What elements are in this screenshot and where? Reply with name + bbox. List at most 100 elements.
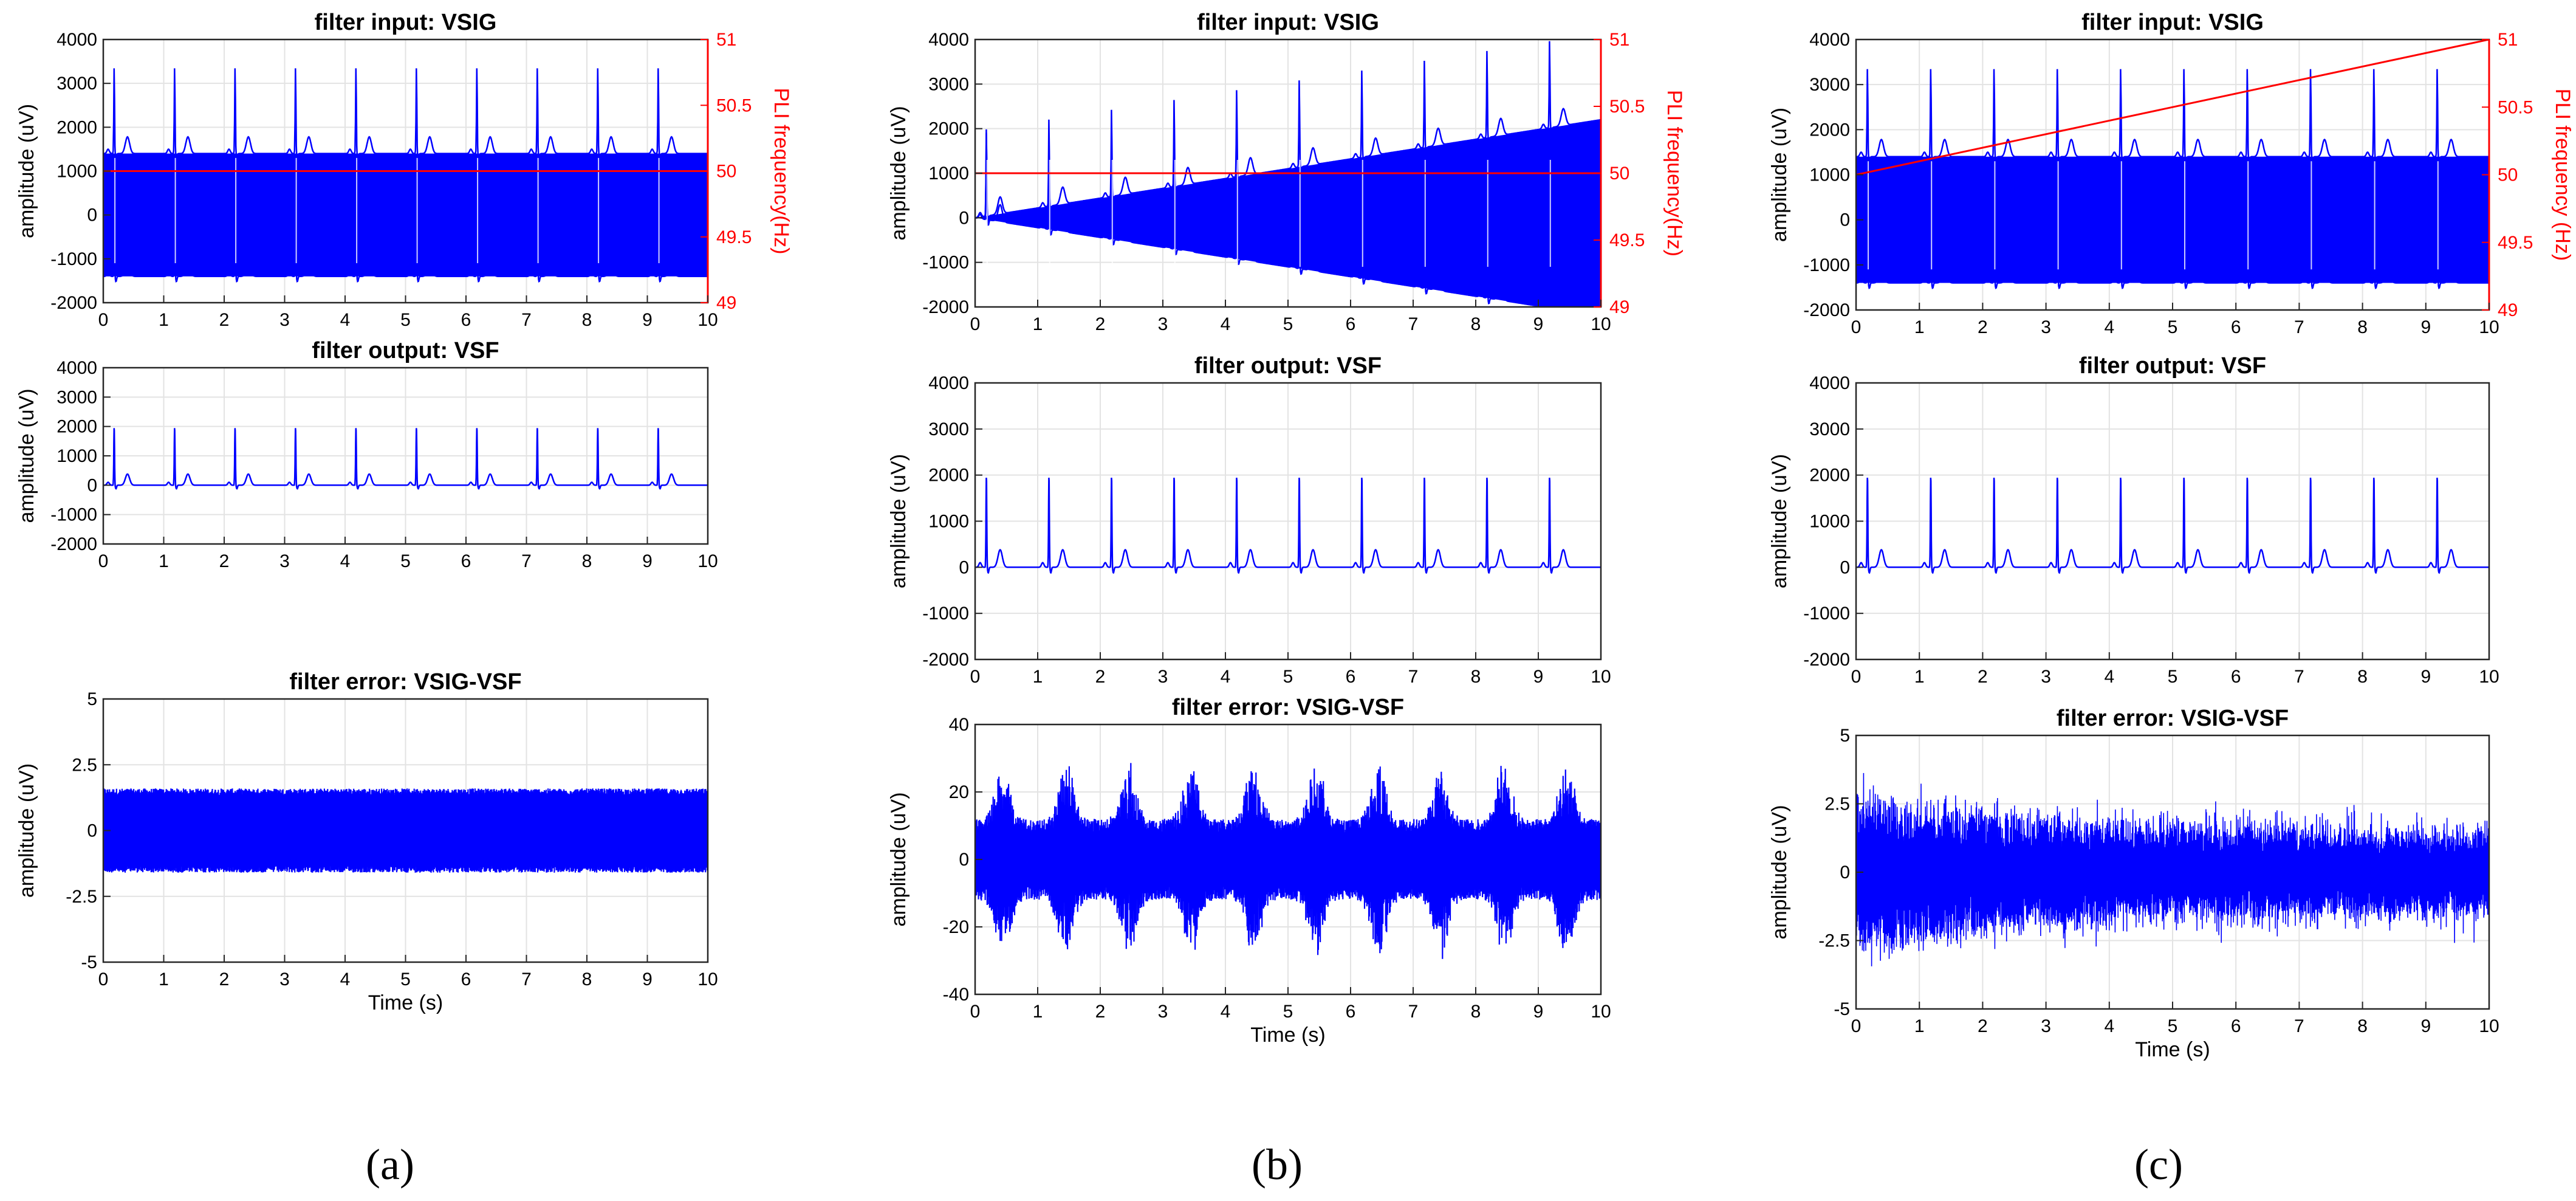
y-tick-label: -1000 — [1803, 255, 1850, 275]
y-tick-label: 2000 — [1809, 120, 1850, 140]
subplot-title: filter error: VSIG-VSF — [1172, 695, 1404, 720]
y2-tick-label: 49.5 — [1609, 230, 1645, 250]
y-axis-label: amplitude (uV) — [15, 388, 38, 523]
x-tick-label: 5 — [400, 310, 411, 330]
series-error — [103, 788, 708, 873]
x-tick-label: 0 — [1851, 317, 1862, 337]
x-tick-label: 1 — [1914, 317, 1925, 337]
plot-area — [975, 41, 1601, 307]
y-tick-label: -1000 — [50, 249, 97, 269]
plot-area — [1856, 773, 2489, 966]
x-tick-label: 3 — [2041, 1016, 2051, 1036]
y-tick-label: -2000 — [922, 297, 969, 317]
x-tick-label: 7 — [521, 310, 532, 330]
y2-tick-label: 50 — [1609, 163, 1629, 184]
subplots: 0 1 2 3 4 5 6 7 8 9 10-2000-1000010002000300040004… — [15, 10, 2574, 1061]
y2-tick-label: 51 — [716, 30, 736, 50]
y2-tick-label: 50.5 — [1609, 97, 1645, 117]
x-tick-label: 0 — [98, 551, 109, 571]
x-tick-label: 0 — [1851, 1016, 1862, 1036]
series-vsig-upper — [975, 41, 1601, 222]
y-tick-label: 5 — [1840, 726, 1850, 746]
plot-area — [103, 68, 708, 283]
y-tick-label: 2000 — [1809, 466, 1850, 486]
y-tick-label: 2000 — [928, 119, 969, 139]
plot-area — [975, 477, 1601, 574]
y-tick-label: 3000 — [57, 74, 97, 94]
x-tick-label: 5 — [1283, 314, 1293, 334]
x-tick-label: 7 — [1408, 314, 1419, 334]
y2-tick-label: 49 — [716, 293, 736, 313]
y-tick-label: 5 — [87, 689, 97, 709]
y-tick-label: -2.5 — [66, 887, 97, 907]
subplot-c-input: 0 1 2 3 4 5 6 7 8 9 10 -2000 -1000 0 1000 2000 3000 4000 4… — [1768, 10, 2574, 337]
x-tick-label: 9 — [642, 969, 653, 989]
y-tick-label: 0 — [959, 557, 969, 577]
y-tick-label: -5 — [1834, 999, 1850, 1019]
x-tick-label: 8 — [582, 551, 592, 571]
y2-axis-label: PLI frequency(Hz) — [1663, 90, 1686, 256]
x-tick-label: 8 — [2357, 667, 2368, 687]
y-tick-label: 0 — [1840, 557, 1850, 577]
x-tick-label: 0 — [98, 310, 109, 330]
x-tick-label: 2 — [1095, 1002, 1106, 1022]
series-vsf — [103, 428, 708, 490]
x-tick-label: 8 — [2357, 1016, 2368, 1036]
subplot-title: filter input: VSIG — [1197, 10, 1379, 35]
y-tick-label: 0 — [87, 475, 97, 495]
series-pli-interference — [975, 120, 1601, 307]
x-tick-label: 6 — [1346, 667, 1356, 687]
x-axis-label: Time (s) — [368, 991, 443, 1014]
x-tick-label: 3 — [2041, 317, 2051, 337]
y-axis-label: amplitude (uV) — [15, 104, 38, 238]
plot-area — [103, 788, 708, 873]
x-tick-label: 0 — [970, 314, 981, 334]
x-tick-label: 10 — [697, 310, 718, 330]
x-tick-label: 1 — [1033, 314, 1043, 334]
panel-label-a: (a) — [366, 1140, 414, 1189]
y-tick-label: -1000 — [922, 604, 969, 624]
x-tick-label: 4 — [340, 969, 351, 989]
series-vsig-lower — [975, 132, 1568, 307]
x-tick-label: 6 — [2231, 317, 2241, 337]
y-tick-label: -2000 — [50, 534, 97, 554]
x-axis-label: Time (s) — [1250, 1024, 1325, 1047]
subplot-a-error: 0 1 2 3 4 5 6 7 8 9 10 -5 -2.5 0 2.5 5 filter error: VSI… — [15, 669, 718, 1014]
y-tick-label: 0 — [959, 208, 969, 228]
x-tick-label: 6 — [1346, 1002, 1356, 1022]
y-axis-label: amplitude (uV) — [1768, 805, 1791, 939]
x-tick-label: 9 — [2420, 1016, 2431, 1036]
x-tick-label: 1 — [159, 310, 169, 330]
x-tick-label: 9 — [2420, 667, 2431, 687]
y-axis-label: amplitude (uV) — [887, 454, 910, 588]
y-tick-label: -1000 — [922, 253, 969, 273]
x-tick-label: 3 — [279, 969, 290, 989]
y-tick-label: 2000 — [57, 417, 97, 437]
x-tick-label: 9 — [642, 310, 653, 330]
subplot-title: filter output: VSF — [312, 338, 499, 363]
subplot-b-output: 0 1 2 3 4 5 6 7 8 9 10 -2000 -1000 0 1000 2000 3000 4000 f… — [887, 353, 1611, 687]
x-tick-label: 4 — [2104, 667, 2114, 687]
y-tick-label: 4000 — [57, 30, 97, 50]
y-tick-label: 1000 — [1809, 165, 1850, 185]
series-pli-interference — [103, 153, 708, 277]
x-tick-label: 3 — [1158, 1002, 1168, 1022]
x-tick-label: 2 — [1095, 667, 1106, 687]
x-tick-label: 5 — [2168, 667, 2178, 687]
subplot-title: filter output: VSF — [1194, 353, 1382, 379]
y-axis-label: amplitude (uV) — [1768, 454, 1791, 588]
series-pli-interference — [1856, 156, 2489, 283]
y-tick-label: 40 — [949, 715, 969, 735]
x-tick-label: 5 — [400, 551, 411, 571]
subplot-c-error: 0 1 2 3 4 5 6 7 8 9 10 -5 -2.5 0 2.5 5 filter error: VSI… — [1768, 706, 2499, 1061]
x-tick-label: 2 — [1095, 314, 1106, 334]
x-tick-label: 7 — [2294, 1016, 2304, 1036]
y-tick-label: 3000 — [1809, 75, 1850, 95]
y-tick-label: 0 — [1840, 210, 1850, 230]
x-tick-label: 4 — [340, 310, 351, 330]
subplot-b-input: 0 1 2 3 4 5 6 7 8 9 10 -2000 -1000 0 1000 2000 3000 4000 4… — [887, 10, 1686, 334]
x-tick-label: 2 — [219, 969, 230, 989]
subplot-title: filter error: VSIG-VSF — [2057, 706, 2289, 731]
x-tick-label: 8 — [2357, 317, 2368, 337]
x-tick-label: 10 — [1591, 314, 1611, 334]
